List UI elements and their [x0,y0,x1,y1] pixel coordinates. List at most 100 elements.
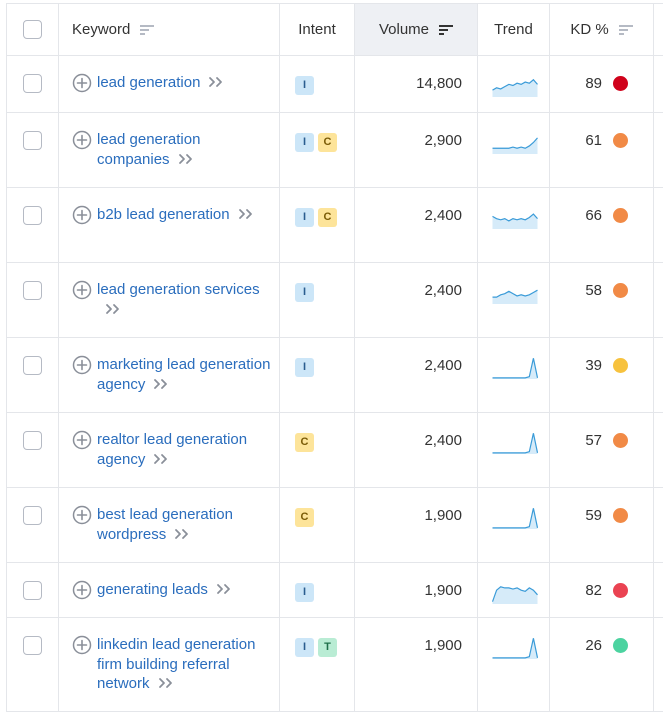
row-checkbox[interactable] [23,74,42,93]
double-chevron-right-icon[interactable] [104,303,122,315]
add-to-list-icon[interactable] [72,280,92,300]
add-to-list-icon[interactable] [72,580,92,600]
row-select-cell[interactable] [7,413,59,488]
header-extra [654,4,663,56]
trend-sparkline [492,504,538,530]
sort-active-icon[interactable] [439,24,453,36]
row-checkbox[interactable] [23,281,42,300]
row-select-cell[interactable] [7,563,59,618]
header-select-all[interactable] [7,4,59,56]
add-to-list-icon[interactable] [72,635,92,655]
keyword-link[interactable]: b2b lead generation [97,206,230,223]
kd-value: 66 [585,207,602,224]
row-checkbox[interactable] [23,581,42,600]
row-select-cell[interactable] [7,56,59,113]
keyword-link[interactable]: best lead generation wordpress [97,506,233,543]
intent-badge: I [295,638,314,657]
trend-sparkline [492,634,538,660]
add-to-list-icon[interactable] [72,430,92,450]
keyword-link[interactable]: linkedin lead generation firm building r… [97,636,255,692]
extra-cell [654,56,663,113]
intent-cell: C [280,413,355,488]
add-to-list-icon[interactable] [72,505,92,525]
sort-icon[interactable] [619,24,633,36]
add-to-list-icon[interactable] [72,355,92,375]
double-chevron-right-icon[interactable] [152,378,170,390]
kd-difficulty-dot [613,208,628,223]
kd-wrap: 58 [550,282,653,299]
double-chevron-right-icon[interactable] [157,677,175,689]
keyword-link[interactable]: marketing lead generation agency [97,356,270,393]
kd-difficulty-dot [613,433,628,448]
double-chevron-right-icon[interactable] [207,76,225,88]
trend-sparkline [492,579,538,605]
kd-difficulty-dot [613,76,628,91]
kd-wrap: 57 [550,432,653,449]
table-row[interactable]: linkedin lead generation firm building r… [7,618,663,712]
row-select-cell[interactable] [7,188,59,263]
double-chevron-right-icon[interactable] [177,153,195,165]
add-to-list-icon[interactable] [72,73,92,93]
keyword-cell: best lead generation wordpress [59,488,280,563]
trend-area [493,138,538,154]
kd-wrap: 82 [550,582,653,599]
row-select-cell[interactable] [7,488,59,563]
keyword-cell: b2b lead generation [59,188,280,263]
intent-cell: I [280,56,355,113]
keyword-link[interactable]: generating leads [97,581,208,598]
kd-difficulty-dot [613,283,628,298]
row-checkbox[interactable] [23,206,42,225]
select-all-checkbox[interactable] [23,20,42,39]
row-select-cell[interactable] [7,263,59,338]
trend-cell [478,338,550,413]
keyword-cell: lead generation [59,56,280,113]
double-chevron-right-icon[interactable] [152,453,170,465]
kd-wrap: 26 [550,637,653,654]
keyword-link[interactable]: lead generation services [97,281,260,298]
trend-sparkline [492,429,538,455]
keyword-wrap: best lead generation wordpress [72,505,273,544]
header-keyword-label: Keyword [72,21,130,38]
row-checkbox[interactable] [23,636,42,655]
double-chevron-right-icon[interactable] [215,583,233,595]
kd-cell: 82 [550,563,654,618]
add-to-list-icon[interactable] [72,130,92,150]
extra-cell [654,563,663,618]
table-header-row: Keyword Intent Volume Trend [7,4,663,56]
add-to-list-icon[interactable] [72,205,92,225]
header-volume[interactable]: Volume [355,4,478,56]
double-chevron-right-icon[interactable] [237,208,255,220]
double-chevron-right-icon[interactable] [173,528,191,540]
header-keyword[interactable]: Keyword [59,4,280,56]
row-checkbox[interactable] [23,506,42,525]
sort-icon[interactable] [140,24,154,36]
kd-cell: 59 [550,488,654,563]
kd-cell: 26 [550,618,654,712]
row-select-cell[interactable] [7,338,59,413]
trend-cell [478,188,550,263]
header-kd[interactable]: KD % [550,4,654,56]
keyword-link[interactable]: realtor lead generation agency [97,431,247,468]
row-select-cell[interactable] [7,113,59,188]
keyword-link[interactable]: lead generation [97,74,200,91]
row-checkbox[interactable] [23,431,42,450]
trend-sparkline [492,354,538,380]
trend-cell [478,413,550,488]
row-checkbox[interactable] [23,131,42,150]
row-checkbox[interactable] [23,356,42,375]
row-select-cell[interactable] [7,618,59,712]
volume-cell: 2,400 [355,188,478,263]
kd-value: 61 [585,132,602,149]
kd-cell: 66 [550,188,654,263]
keyword-cell: generating leads [59,563,280,618]
